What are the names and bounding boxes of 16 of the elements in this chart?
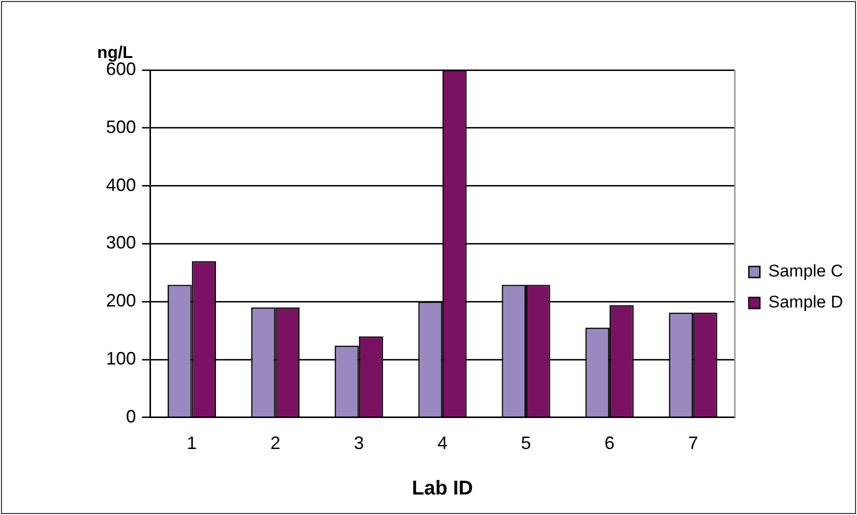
y-tick-label: 100: [106, 348, 136, 368]
x-tick-label: 4: [437, 433, 448, 454]
y-tick-label: 400: [106, 174, 136, 195]
x-axis-title: Lab ID: [412, 478, 474, 500]
legend-label: Sample C: [768, 262, 843, 281]
x-tick-label: 5: [520, 433, 531, 454]
y-tick-label: 500: [106, 116, 136, 137]
y-tick-label: 200: [106, 290, 136, 311]
y-tick-label: 300: [106, 232, 136, 253]
x-tick-label: 7: [688, 433, 698, 454]
x-tick-label: 1: [186, 433, 197, 454]
y-tick-label: 0: [126, 406, 136, 426]
x-tick-label: 3: [354, 433, 364, 454]
x-tick-label: 6: [604, 433, 615, 454]
x-tick-label: 2: [270, 433, 280, 454]
legend-label: Sample D: [768, 292, 843, 312]
